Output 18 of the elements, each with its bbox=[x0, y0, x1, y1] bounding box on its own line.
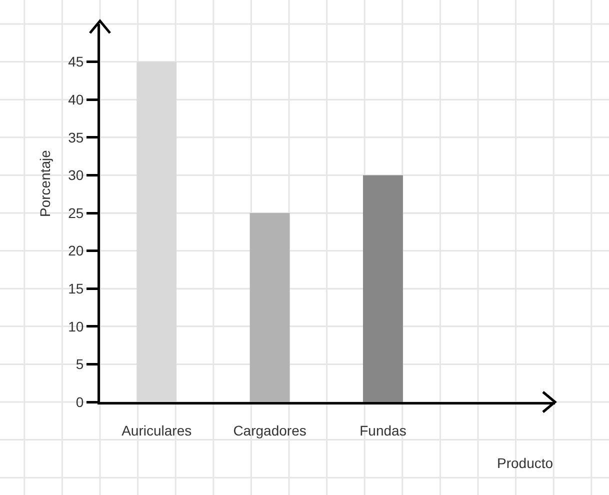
bar bbox=[136, 62, 177, 402]
x-tick-label: Auriculares bbox=[122, 422, 192, 438]
y-tick-label: 10 bbox=[68, 318, 84, 334]
y-tick-label: 5 bbox=[76, 356, 84, 372]
x-axis-title: Producto bbox=[497, 455, 554, 471]
bar bbox=[362, 175, 403, 402]
y-tick-label: 35 bbox=[68, 129, 84, 146]
y-tick-label: 40 bbox=[68, 92, 84, 108]
y-tick-label: 15 bbox=[68, 280, 84, 296]
x-tick-label: Cargadores bbox=[233, 422, 306, 438]
y-axis-title: Porcentaje bbox=[37, 150, 53, 217]
y-tick-label: 30 bbox=[68, 167, 84, 184]
y-tick-label: 25 bbox=[68, 204, 84, 221]
x-tick-label: Fundas bbox=[360, 422, 406, 438]
y-tick-label: 20 bbox=[68, 242, 84, 259]
bar bbox=[250, 213, 290, 402]
y-tick-label: 45 bbox=[68, 54, 84, 70]
y-tick-label: 0 bbox=[76, 394, 84, 410]
